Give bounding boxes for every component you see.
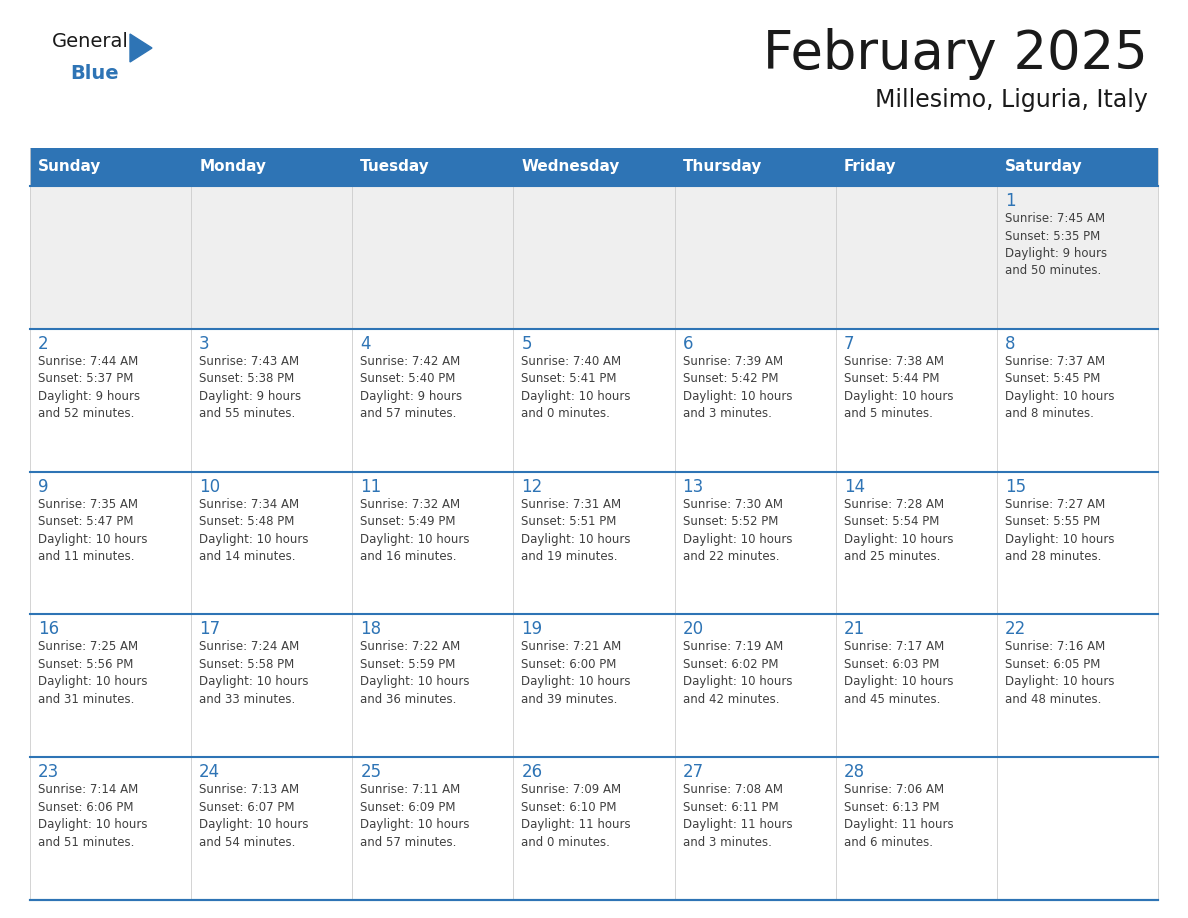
Text: Sunrise: 7:28 AM
Sunset: 5:54 PM
Daylight: 10 hours
and 25 minutes.: Sunrise: 7:28 AM Sunset: 5:54 PM Dayligh… [843,498,953,563]
Text: Wednesday: Wednesday [522,160,620,174]
Text: Sunrise: 7:32 AM
Sunset: 5:49 PM
Daylight: 10 hours
and 16 minutes.: Sunrise: 7:32 AM Sunset: 5:49 PM Dayligh… [360,498,469,563]
Bar [30,148,1158,186]
Text: 2: 2 [38,335,49,353]
Text: 3: 3 [200,335,210,353]
Bar [191,186,353,329]
Text: Sunrise: 7:38 AM
Sunset: 5:44 PM
Daylight: 10 hours
and 5 minutes.: Sunrise: 7:38 AM Sunset: 5:44 PM Dayligh… [843,354,953,420]
Polygon shape [129,34,152,62]
Text: General: General [52,32,128,51]
Text: 18: 18 [360,621,381,638]
Text: Sunrise: 7:08 AM
Sunset: 6:11 PM
Daylight: 11 hours
and 3 minutes.: Sunrise: 7:08 AM Sunset: 6:11 PM Dayligh… [683,783,792,849]
Text: 26: 26 [522,763,543,781]
Bar [30,186,191,329]
Text: Sunrise: 7:16 AM
Sunset: 6:05 PM
Daylight: 10 hours
and 48 minutes.: Sunrise: 7:16 AM Sunset: 6:05 PM Dayligh… [1005,641,1114,706]
Text: Sunrise: 7:17 AM
Sunset: 6:03 PM
Daylight: 10 hours
and 45 minutes.: Sunrise: 7:17 AM Sunset: 6:03 PM Dayligh… [843,641,953,706]
Text: Sunrise: 7:31 AM
Sunset: 5:51 PM
Daylight: 10 hours
and 19 minutes.: Sunrise: 7:31 AM Sunset: 5:51 PM Dayligh… [522,498,631,563]
Text: Sunrise: 7:27 AM
Sunset: 5:55 PM
Daylight: 10 hours
and 28 minutes.: Sunrise: 7:27 AM Sunset: 5:55 PM Dayligh… [1005,498,1114,563]
Text: Sunrise: 7:44 AM
Sunset: 5:37 PM
Daylight: 9 hours
and 52 minutes.: Sunrise: 7:44 AM Sunset: 5:37 PM Dayligh… [38,354,140,420]
Text: Sunrise: 7:43 AM
Sunset: 5:38 PM
Daylight: 9 hours
and 55 minutes.: Sunrise: 7:43 AM Sunset: 5:38 PM Dayligh… [200,354,302,420]
Text: Saturday: Saturday [1005,160,1082,174]
Text: Sunrise: 7:06 AM
Sunset: 6:13 PM
Daylight: 11 hours
and 6 minutes.: Sunrise: 7:06 AM Sunset: 6:13 PM Dayligh… [843,783,953,849]
Text: 25: 25 [360,763,381,781]
Bar [353,186,513,329]
Text: Sunrise: 7:24 AM
Sunset: 5:58 PM
Daylight: 10 hours
and 33 minutes.: Sunrise: 7:24 AM Sunset: 5:58 PM Dayligh… [200,641,309,706]
Text: 27: 27 [683,763,703,781]
Text: 21: 21 [843,621,865,638]
Text: Monday: Monday [200,160,266,174]
Text: 16: 16 [38,621,59,638]
Text: Sunday: Sunday [38,160,101,174]
Bar [675,186,835,329]
Text: Friday: Friday [843,160,896,174]
Text: Sunrise: 7:45 AM
Sunset: 5:35 PM
Daylight: 9 hours
and 50 minutes.: Sunrise: 7:45 AM Sunset: 5:35 PM Dayligh… [1005,212,1107,277]
Text: 20: 20 [683,621,703,638]
Text: 17: 17 [200,621,220,638]
Text: Sunrise: 7:14 AM
Sunset: 6:06 PM
Daylight: 10 hours
and 51 minutes.: Sunrise: 7:14 AM Sunset: 6:06 PM Dayligh… [38,783,147,849]
Text: Sunrise: 7:13 AM
Sunset: 6:07 PM
Daylight: 10 hours
and 54 minutes.: Sunrise: 7:13 AM Sunset: 6:07 PM Dayligh… [200,783,309,849]
Text: Sunrise: 7:21 AM
Sunset: 6:00 PM
Daylight: 10 hours
and 39 minutes.: Sunrise: 7:21 AM Sunset: 6:00 PM Dayligh… [522,641,631,706]
Text: Sunrise: 7:39 AM
Sunset: 5:42 PM
Daylight: 10 hours
and 3 minutes.: Sunrise: 7:39 AM Sunset: 5:42 PM Dayligh… [683,354,792,420]
Text: 23: 23 [38,763,59,781]
Text: 9: 9 [38,477,49,496]
Text: Sunrise: 7:19 AM
Sunset: 6:02 PM
Daylight: 10 hours
and 42 minutes.: Sunrise: 7:19 AM Sunset: 6:02 PM Dayligh… [683,641,792,706]
Text: Sunrise: 7:22 AM
Sunset: 5:59 PM
Daylight: 10 hours
and 36 minutes.: Sunrise: 7:22 AM Sunset: 5:59 PM Dayligh… [360,641,469,706]
Text: 28: 28 [843,763,865,781]
Bar [30,186,1158,329]
Bar [513,186,675,329]
Text: Millesimo, Liguria, Italy: Millesimo, Liguria, Italy [876,88,1148,112]
Text: 4: 4 [360,335,371,353]
Text: 14: 14 [843,477,865,496]
Text: February 2025: February 2025 [763,28,1148,80]
Text: Sunrise: 7:34 AM
Sunset: 5:48 PM
Daylight: 10 hours
and 14 minutes.: Sunrise: 7:34 AM Sunset: 5:48 PM Dayligh… [200,498,309,563]
Text: Sunrise: 7:40 AM
Sunset: 5:41 PM
Daylight: 10 hours
and 0 minutes.: Sunrise: 7:40 AM Sunset: 5:41 PM Dayligh… [522,354,631,420]
Text: 12: 12 [522,477,543,496]
Text: 15: 15 [1005,477,1026,496]
Text: Sunrise: 7:09 AM
Sunset: 6:10 PM
Daylight: 11 hours
and 0 minutes.: Sunrise: 7:09 AM Sunset: 6:10 PM Dayligh… [522,783,631,849]
Bar [835,186,997,329]
Text: Tuesday: Tuesday [360,160,430,174]
Text: Sunrise: 7:35 AM
Sunset: 5:47 PM
Daylight: 10 hours
and 11 minutes.: Sunrise: 7:35 AM Sunset: 5:47 PM Dayligh… [38,498,147,563]
Text: 13: 13 [683,477,703,496]
Text: 8: 8 [1005,335,1016,353]
Text: 19: 19 [522,621,543,638]
Text: Sunrise: 7:42 AM
Sunset: 5:40 PM
Daylight: 9 hours
and 57 minutes.: Sunrise: 7:42 AM Sunset: 5:40 PM Dayligh… [360,354,462,420]
Text: 22: 22 [1005,621,1026,638]
Text: Sunrise: 7:25 AM
Sunset: 5:56 PM
Daylight: 10 hours
and 31 minutes.: Sunrise: 7:25 AM Sunset: 5:56 PM Dayligh… [38,641,147,706]
Text: Sunrise: 7:37 AM
Sunset: 5:45 PM
Daylight: 10 hours
and 8 minutes.: Sunrise: 7:37 AM Sunset: 5:45 PM Dayligh… [1005,354,1114,420]
Text: 24: 24 [200,763,220,781]
Text: 5: 5 [522,335,532,353]
Text: 11: 11 [360,477,381,496]
Text: 6: 6 [683,335,693,353]
Text: 10: 10 [200,477,220,496]
Text: 7: 7 [843,335,854,353]
Text: Sunrise: 7:30 AM
Sunset: 5:52 PM
Daylight: 10 hours
and 22 minutes.: Sunrise: 7:30 AM Sunset: 5:52 PM Dayligh… [683,498,792,563]
Text: Sunrise: 7:11 AM
Sunset: 6:09 PM
Daylight: 10 hours
and 57 minutes.: Sunrise: 7:11 AM Sunset: 6:09 PM Dayligh… [360,783,469,849]
Text: 1: 1 [1005,192,1016,210]
Text: Blue: Blue [70,64,119,83]
Text: Thursday: Thursday [683,160,762,174]
